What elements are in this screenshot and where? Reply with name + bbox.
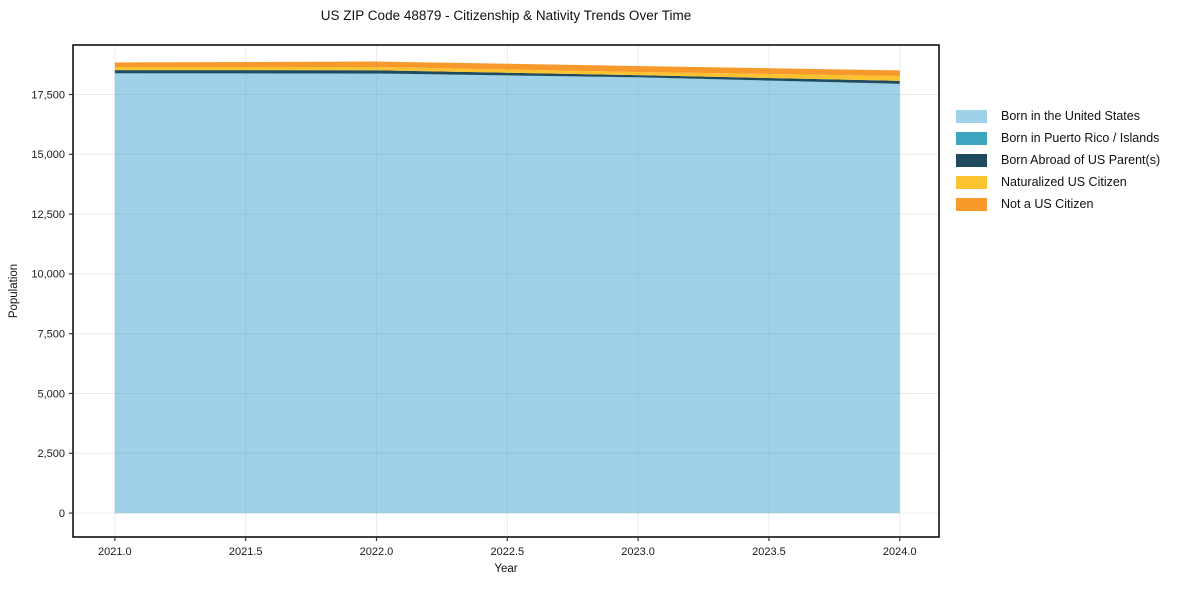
legend-label: Naturalized US Citizen (1001, 175, 1127, 189)
legend-swatch (956, 153, 987, 167)
x-axis-label: Year (494, 563, 518, 575)
y-tick-label: 0 (59, 508, 65, 520)
axis-ticks: 2021.0 2021.5 2022.0 2022.5 2023.0 2023.5 2024… (31, 89, 916, 558)
legend-label: Born in Puerto Rico / Islands (1001, 131, 1160, 145)
x-tick-label: 2023.0 (621, 546, 655, 558)
y-tick-label: 10,000 (31, 269, 65, 281)
legend-item: Born in Puerto Rico / Islands (956, 127, 1160, 149)
x-tick-label: 2024.0 (883, 546, 917, 558)
x-tick-label: 2021.0 (98, 546, 132, 558)
legend-swatch (956, 197, 987, 211)
x-tick-label: 2022.5 (490, 546, 524, 558)
y-tick-label: 2,500 (37, 448, 65, 460)
legend-swatch (956, 109, 987, 123)
plot-border (72, 44, 940, 538)
legend-swatch (956, 175, 987, 189)
y-tick-label: 5,000 (37, 388, 65, 400)
grid-lines (73, 45, 939, 537)
legend-item: Not a US Citizen (956, 193, 1160, 215)
area-series-0 (114, 73, 900, 514)
x-tick-label: 2023.5 (752, 546, 786, 558)
stacked-areas (114, 61, 900, 514)
x-tick-label: 2022.0 (360, 546, 394, 558)
area-series-2 (114, 70, 900, 84)
legend-item: Naturalized US Citizen (956, 171, 1160, 193)
chart-title: US ZIP Code 48879 - Citizenship & Nativi… (320, 8, 692, 23)
y-tick-label: 17,500 (31, 89, 65, 101)
legend-label: Born Abroad of US Parent(s) (1001, 153, 1161, 167)
y-tick-label: 12,500 (31, 209, 65, 221)
legend-item: Born in the United States (956, 105, 1160, 127)
area-series-4 (114, 61, 900, 76)
legend-item: Born Abroad of US Parent(s) (956, 149, 1160, 171)
y-axis-label: Population (8, 263, 20, 319)
legend-label: Born in the United States (1001, 109, 1140, 123)
area-series-3 (114, 67, 900, 81)
legend-label: Not a US Citizen (1001, 197, 1094, 211)
x-tick-label: 2021.5 (229, 546, 263, 558)
y-tick-label: 15,000 (31, 149, 65, 161)
legend: Born in the United States Born in Puerto… (956, 105, 1160, 215)
legend-swatch (956, 131, 987, 145)
y-tick-label: 7,500 (37, 328, 65, 340)
